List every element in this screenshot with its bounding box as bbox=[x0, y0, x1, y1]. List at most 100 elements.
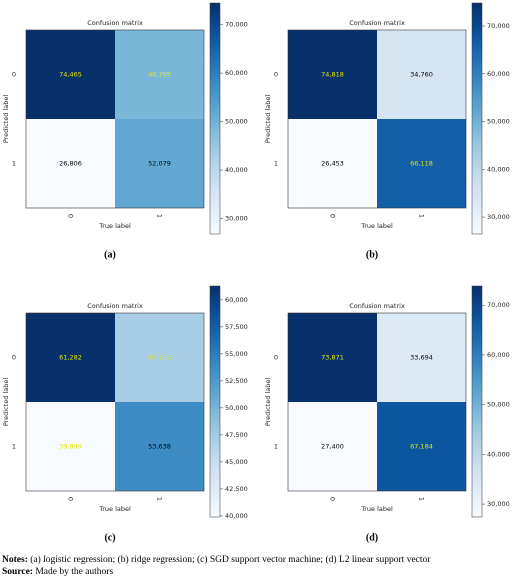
colorbar-tick-label: 60,000 bbox=[487, 351, 510, 359]
y-tick-label: 1 bbox=[12, 443, 16, 451]
colorbar-tick-label: 30,000 bbox=[487, 500, 510, 508]
colorbar-tick-label: 40,000 bbox=[225, 512, 248, 520]
cell-label: 27,400 bbox=[321, 443, 344, 451]
x-axis-label: True label bbox=[98, 505, 131, 513]
cell-label: 26,453 bbox=[321, 160, 344, 168]
x-tick-label: 0 bbox=[67, 214, 75, 218]
source-label: Source: bbox=[2, 567, 33, 577]
heatmap-cell bbox=[377, 402, 466, 491]
colorbar-tick-label: 60,000 bbox=[225, 69, 248, 77]
heatmap-cell bbox=[288, 119, 377, 208]
colorbar-tick-label: 70,000 bbox=[487, 22, 510, 30]
cell-label: 48,799 bbox=[148, 71, 171, 79]
cell-label: 66,118 bbox=[410, 160, 433, 168]
heatmap-cell bbox=[377, 119, 466, 208]
x-tick-label: 0 bbox=[67, 497, 75, 501]
cell-label: 53,638 bbox=[148, 443, 171, 451]
caption: (c) bbox=[104, 532, 115, 543]
y-axis-label: Predicted label bbox=[264, 95, 272, 143]
x-tick-label: 0 bbox=[329, 497, 337, 501]
y-tick-label: 0 bbox=[274, 354, 278, 362]
heatmap-cell bbox=[288, 30, 377, 119]
caption: (d) bbox=[366, 532, 378, 543]
y-tick-label: 0 bbox=[12, 354, 16, 362]
heatmap-cell bbox=[115, 30, 204, 119]
colorbar-tick-label: 60,000 bbox=[487, 70, 510, 78]
notes: Notes: (a) logistic regression; (b) ridg… bbox=[2, 554, 430, 566]
colorbar-tick-label: 50,000 bbox=[487, 118, 510, 126]
y-tick-label: 0 bbox=[274, 71, 278, 79]
cell-label: 39,899 bbox=[59, 443, 82, 451]
y-tick-label: 1 bbox=[274, 160, 278, 168]
cell-label: 34,760 bbox=[410, 71, 433, 79]
heatmap-cell bbox=[115, 119, 204, 208]
cell-label: 73,871 bbox=[321, 354, 344, 362]
footnotes: Notes: (a) logistic regression; (b) ridg… bbox=[2, 554, 430, 578]
colorbar bbox=[209, 2, 221, 235]
colorbar-tick-label: 42,500 bbox=[225, 485, 248, 493]
y-axis-label: Predicted label bbox=[2, 378, 10, 426]
cell-label: 47,240 bbox=[148, 354, 171, 362]
colorbar-tick-label: 50,000 bbox=[487, 401, 510, 409]
caption: (b) bbox=[366, 249, 378, 260]
cell-label: 67,184 bbox=[410, 443, 433, 451]
heatmap-cell bbox=[26, 402, 115, 491]
colorbar-tick-label: 30,000 bbox=[487, 213, 510, 221]
panel: Confusion matrix 73,871 33,694 27,400 67,184… bbox=[264, 285, 510, 543]
heatmap-cell bbox=[288, 402, 377, 491]
y-axis-label: Predicted label bbox=[264, 378, 272, 426]
colorbar-tick-label: 70,000 bbox=[487, 301, 510, 309]
x-axis-label: True label bbox=[360, 222, 393, 230]
colorbar-tick-label: 45,000 bbox=[225, 458, 248, 466]
chart-title: Confusion matrix bbox=[349, 19, 405, 27]
notes-text: (a) logistic regression; (b) ridge regre… bbox=[30, 555, 431, 565]
colorbar-tick-label: 50,000 bbox=[225, 118, 248, 126]
heatmap-cell bbox=[26, 30, 115, 119]
cell-label: 74,818 bbox=[321, 71, 344, 79]
colorbar-tick-label: 52,500 bbox=[225, 377, 248, 385]
x-axis-label: True label bbox=[360, 505, 393, 513]
y-axis-label: Predicted label bbox=[2, 95, 10, 143]
x-tick-label: 1 bbox=[156, 214, 164, 218]
heatmap-cell bbox=[377, 313, 466, 402]
heatmap-cell bbox=[115, 313, 204, 402]
panel: Confusion matrix 74,818 34,760 26,453 66,118… bbox=[264, 2, 510, 260]
x-axis-label: True label bbox=[98, 222, 131, 230]
x-tick-label: 1 bbox=[156, 497, 164, 501]
colorbar bbox=[471, 285, 483, 518]
cell-label: 33,694 bbox=[410, 354, 433, 362]
heatmap-cell bbox=[26, 119, 115, 208]
y-tick-label: 1 bbox=[12, 160, 16, 168]
panel: Confusion matrix 74,465 48,799 26,806 52,079… bbox=[2, 2, 248, 260]
heatmap-cell bbox=[377, 30, 466, 119]
caption: (a) bbox=[104, 249, 116, 260]
heatmap-cell bbox=[26, 313, 115, 402]
source: Source: Made by the authors bbox=[2, 566, 430, 578]
chart-title: Confusion matrix bbox=[87, 19, 143, 27]
colorbar-tick-label: 57,500 bbox=[225, 323, 248, 331]
colorbar-tick-label: 55,000 bbox=[225, 350, 248, 358]
cell-label: 61,282 bbox=[59, 354, 82, 362]
x-tick-label: 0 bbox=[329, 214, 337, 218]
cell-label: 52,079 bbox=[148, 160, 171, 168]
cell-label: 74,465 bbox=[59, 71, 82, 79]
colorbar-tick-label: 70,000 bbox=[225, 21, 248, 29]
colorbar bbox=[209, 285, 221, 518]
cell-label: 26,806 bbox=[59, 160, 82, 168]
panel: Confusion matrix 61,282 47,240 39,899 53,638… bbox=[2, 285, 248, 543]
heatmap-cell bbox=[288, 313, 377, 402]
colorbar-tick-label: 47,500 bbox=[225, 431, 248, 439]
colorbar-tick-label: 40,000 bbox=[487, 450, 510, 458]
colorbar bbox=[471, 2, 483, 235]
figure: Confusion matrix 74,465 48,799 26,806 52,079… bbox=[2, 2, 510, 543]
colorbar-tick-label: 60,000 bbox=[225, 296, 248, 304]
notes-label: Notes: bbox=[2, 555, 28, 565]
y-tick-label: 1 bbox=[274, 443, 278, 451]
x-tick-label: 1 bbox=[418, 497, 426, 501]
colorbar-tick-label: 30,000 bbox=[225, 215, 248, 223]
chart-title: Confusion matrix bbox=[87, 302, 143, 310]
source-text: Made by the authors bbox=[35, 567, 114, 577]
y-tick-label: 0 bbox=[12, 71, 16, 79]
colorbar-tick-label: 40,000 bbox=[487, 165, 510, 173]
